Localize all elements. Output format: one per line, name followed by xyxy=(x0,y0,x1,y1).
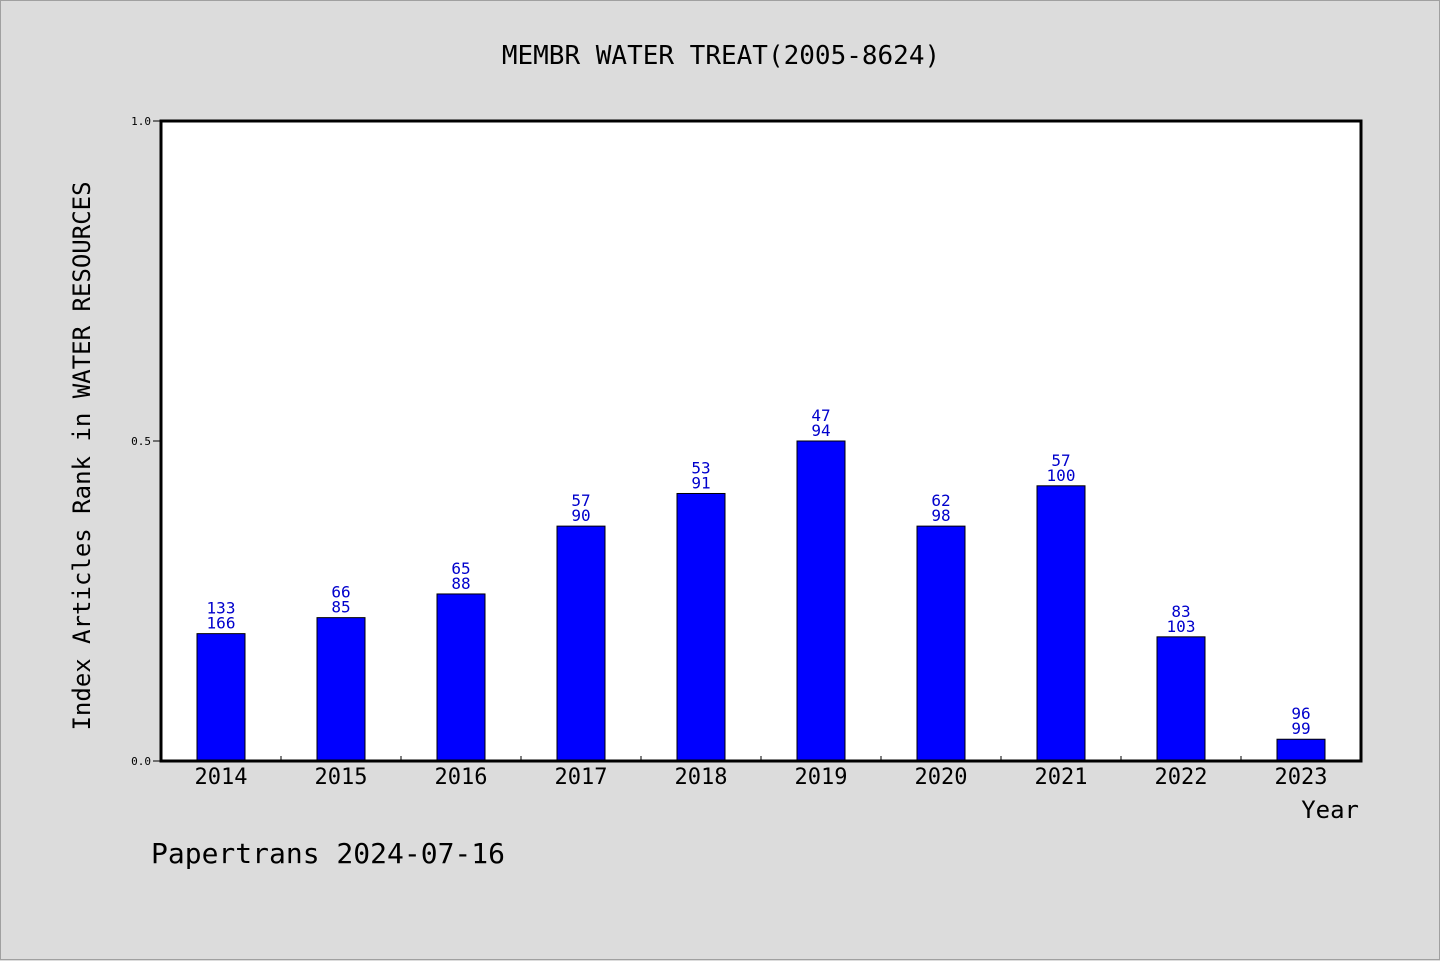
bars-group xyxy=(196,440,1326,762)
x-tick-label-2018: 2018 xyxy=(675,765,728,790)
y-tick-label-0.0: 0.0 xyxy=(131,755,151,768)
bar-label-top-2018: 53 xyxy=(691,458,710,477)
bar-label-bottom-2022: 103 xyxy=(1167,617,1196,636)
bar-2020 xyxy=(916,525,966,762)
bar-2022 xyxy=(1156,636,1206,762)
bar-label-bottom-2023: 99 xyxy=(1291,719,1310,738)
x-tick-label-2016: 2016 xyxy=(435,765,488,790)
x-tick-label-2021: 2021 xyxy=(1035,765,1088,790)
y-tick-label-1.0: 1.0 xyxy=(131,115,151,128)
x-tick-label-2020: 2020 xyxy=(915,765,968,790)
x-tick-label-2015: 2015 xyxy=(315,765,368,790)
bar-2019 xyxy=(796,440,846,762)
bar-label-top-2017: 57 xyxy=(571,491,590,510)
x-tick-label-2017: 2017 xyxy=(555,765,608,790)
bar-label-bottom-2016: 88 xyxy=(451,574,470,593)
y-axis-ticks: 0.0 0.5 1.0 xyxy=(131,115,161,768)
bar-label-top-2022: 83 xyxy=(1171,602,1190,621)
x-tick-label-2019: 2019 xyxy=(795,765,848,790)
x-tick-label-2022: 2022 xyxy=(1155,765,1208,790)
bar-label-bottom-2015: 85 xyxy=(331,598,350,617)
bar-label-bottom-2020: 98 xyxy=(931,506,950,525)
bar-label-bottom-2014: 166 xyxy=(207,614,236,633)
y-axis-label: Index Articles Rank in WATER RESOURCES xyxy=(68,181,96,730)
bar-2015 xyxy=(316,617,366,762)
bar-labels-group: 1331666685658857905391479462985710083103… xyxy=(207,406,1311,738)
bar-2021 xyxy=(1036,485,1086,762)
bar-2014 xyxy=(196,633,246,762)
bar-2023 xyxy=(1276,738,1326,762)
x-tick-label-2014: 2014 xyxy=(195,765,248,790)
bar-label-top-2015: 66 xyxy=(331,583,350,602)
y-tick-label-0.5: 0.5 xyxy=(131,435,151,448)
bar-label-bottom-2018: 91 xyxy=(691,473,710,492)
x-axis-ticks: 2014 2015 2016 2017 2018 2019 2020 2021 2022 2023 xyxy=(195,756,1328,790)
bar-label-top-2014: 133 xyxy=(207,599,236,618)
bar-label-top-2023: 96 xyxy=(1291,704,1310,723)
x-tick-label-2023: 2023 xyxy=(1275,765,1328,790)
bar-label-bottom-2021: 100 xyxy=(1047,466,1076,485)
chart-title: MEMBR WATER TREAT(2005-8624) xyxy=(502,41,940,71)
footer-credit: Papertrans 2024-07-16 xyxy=(151,837,505,870)
bar-label-top-2019: 47 xyxy=(811,406,830,425)
bar-2017 xyxy=(556,525,606,762)
bar-label-bottom-2019: 94 xyxy=(811,421,830,440)
bar-label-top-2020: 62 xyxy=(931,491,950,510)
bar-label-top-2016: 65 xyxy=(451,559,470,578)
bar-2018 xyxy=(676,492,726,762)
bar-2016 xyxy=(436,593,486,762)
x-axis-label: Year xyxy=(1301,796,1359,824)
bar-label-top-2021: 57 xyxy=(1051,451,1070,470)
bar-label-bottom-2017: 90 xyxy=(571,506,590,525)
